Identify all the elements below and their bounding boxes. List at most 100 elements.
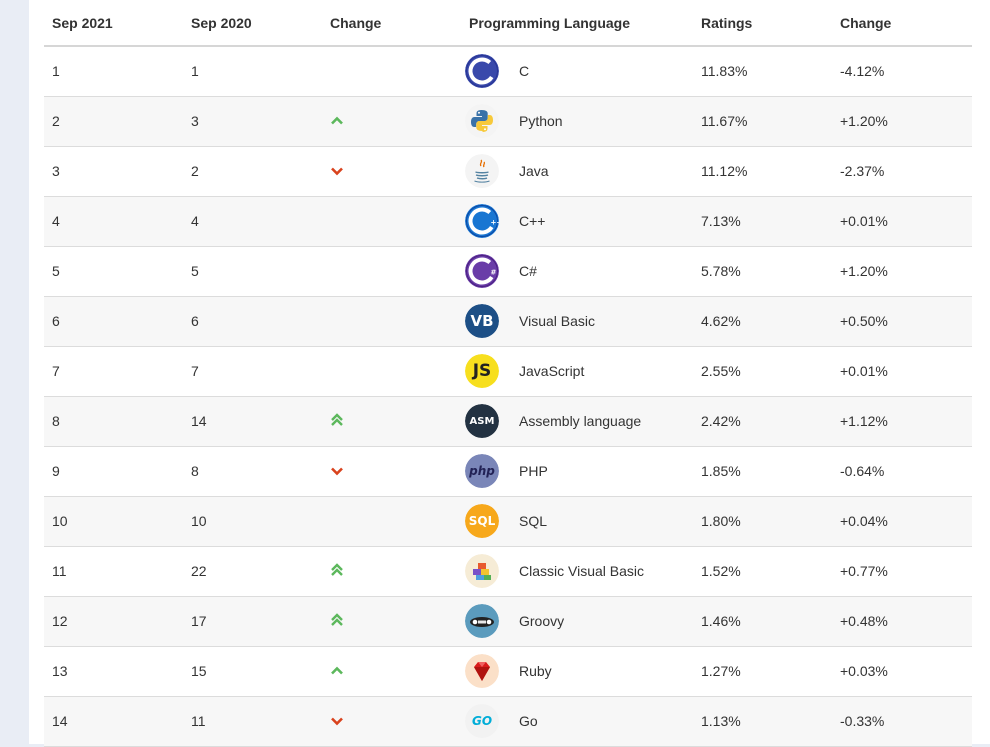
rating: 1.13% [693, 696, 832, 747]
header-ratings[interactable]: Ratings [693, 0, 832, 47]
groovy-logo-icon [465, 604, 499, 638]
rating-change: +1.20% [832, 246, 972, 297]
rank-current: 5 [44, 246, 183, 297]
rating-change: +0.48% [832, 596, 972, 647]
table-row: 1 1 C 11.83% -4.12% [44, 46, 972, 97]
table-row: 7 7 JS JavaScript 2.55% +0.01% [44, 346, 972, 397]
rank-change [322, 496, 461, 547]
language-cell: php PHP [461, 446, 693, 497]
rating: 11.12% [693, 146, 832, 197]
table-row: 6 6 VB Visual Basic 4.62% +0.50% [44, 296, 972, 347]
language-cell: C [461, 46, 693, 97]
language-name[interactable]: Classic Visual Basic [519, 563, 645, 579]
rank-change [322, 646, 461, 697]
language-name[interactable]: C# [519, 263, 537, 279]
php-logo-icon: php [465, 454, 499, 488]
language-name[interactable]: Python [519, 113, 563, 129]
rating: 1.46% [693, 596, 832, 647]
logo-text: php [465, 454, 499, 488]
language-name[interactable]: Assembly language [519, 413, 642, 429]
rating: 11.83% [693, 46, 832, 97]
table-row: 44 ++ C++ 7.13%+0.01% [44, 196, 972, 247]
rating-change: +0.01% [832, 196, 972, 247]
table-row: 12 17 Groovy 1.46% +0.48% [44, 596, 972, 647]
rank-current: 13 [44, 646, 183, 697]
rank-current: 4 [44, 196, 183, 247]
header-change-rank[interactable]: Change [322, 0, 461, 47]
rank-change [322, 446, 461, 497]
rank-previous: 10 [183, 496, 322, 547]
table-header-row: Sep 2021 Sep 2020 Change Programming Lan… [44, 0, 972, 47]
ranking-panel: Sep 2021 Sep 2020 Change Programming Lan… [29, 0, 990, 747]
rank-previous: 15 [183, 646, 322, 697]
language-name[interactable]: C [519, 63, 530, 80]
rank-change [322, 546, 461, 597]
rank-current: 14 [44, 696, 183, 747]
rank-current: 6 [44, 296, 183, 347]
rank-previous: 2 [183, 146, 322, 197]
rating: 1.85% [693, 446, 832, 497]
table-row: 3 2 Java 11.12% -2.37% [44, 146, 972, 197]
rating-change: +0.04% [832, 496, 972, 547]
language-cell: # C# [461, 246, 693, 297]
rank-change [322, 196, 461, 247]
rating: 2.55% [693, 346, 832, 397]
rank-current: 3 [44, 146, 183, 197]
rank-previous: 4 [183, 196, 322, 247]
csharp-logo-icon: # [465, 254, 499, 288]
rating: 7.13% [693, 196, 832, 247]
language-name[interactable]: C++ [519, 213, 546, 229]
javascript-logo-icon: JS [465, 354, 499, 388]
language-ranking-table: Sep 2021 Sep 2020 Change Programming Lan… [44, 0, 972, 747]
header-sep-2020[interactable]: Sep 2020 [183, 0, 322, 47]
rank-current: 1 [44, 46, 183, 97]
language-name[interactable]: Go [519, 713, 538, 729]
language-cell: VB Visual Basic [461, 296, 693, 347]
language-name[interactable]: SQL [519, 513, 548, 529]
visual-basic-logo-icon: VB [465, 304, 499, 338]
language-name[interactable]: JavaScript [519, 363, 585, 379]
rating-change: -2.37% [832, 146, 972, 197]
rating: 1.27% [693, 646, 832, 697]
rank-change [322, 96, 461, 147]
table-row: 11 22 Classic Visual Basic 1.52% +0.77% [44, 546, 972, 597]
rating-change: -0.64% [832, 446, 972, 497]
language-name[interactable]: Visual Basic [519, 313, 596, 329]
rating: 4.62% [693, 296, 832, 347]
sql-logo-icon: SQL [465, 504, 499, 538]
language-cell: Ruby [461, 646, 693, 697]
double-arrow-up-icon [330, 612, 344, 630]
assembly-logo-icon: ASM [465, 404, 499, 438]
logo-text: ++ [491, 219, 500, 227]
logo-text: SQL [465, 504, 499, 538]
rank-current: 2 [44, 96, 183, 147]
rating: 2.42% [693, 396, 832, 447]
c-logo-icon [465, 54, 499, 89]
go-logo-icon: GO [465, 704, 499, 738]
rank-current: 7 [44, 346, 183, 397]
double-arrow-up-icon [330, 412, 344, 430]
table-body: 1 1 C 11.83% -4.12% 2 3 Python 11.67% +1.20% 3 2 Jav… [44, 46, 972, 747]
arrow-down-icon [330, 163, 344, 179]
header-change-rating[interactable]: Change [832, 0, 972, 47]
rank-current: 12 [44, 596, 183, 647]
table-row: 10 10 SQL SQL 1.80% +0.04% [44, 496, 972, 547]
language-name[interactable]: Ruby [519, 663, 552, 679]
rank-change [322, 146, 461, 197]
header-programming-language[interactable]: Programming Language [461, 0, 693, 47]
rank-current: 8 [44, 396, 183, 447]
language-cell: GO Go [461, 696, 693, 747]
rating: 5.78% [693, 246, 832, 297]
rating-change: -0.33% [832, 696, 972, 747]
header-sep-2021[interactable]: Sep 2021 [44, 0, 183, 47]
language-name[interactable]: PHP [519, 463, 548, 479]
table-row: 9 8 php PHP 1.85% -0.64% [44, 446, 972, 497]
language-name[interactable]: Groovy [519, 613, 565, 629]
rank-previous: 11 [183, 696, 322, 747]
language-name[interactable]: Java [519, 163, 549, 179]
rating-change: +1.20% [832, 96, 972, 147]
rank-previous: 1 [183, 46, 322, 97]
rank-change [322, 246, 461, 297]
table-row: 2 3 Python 11.67% +1.20% [44, 96, 972, 147]
rank-current: 11 [44, 546, 183, 597]
